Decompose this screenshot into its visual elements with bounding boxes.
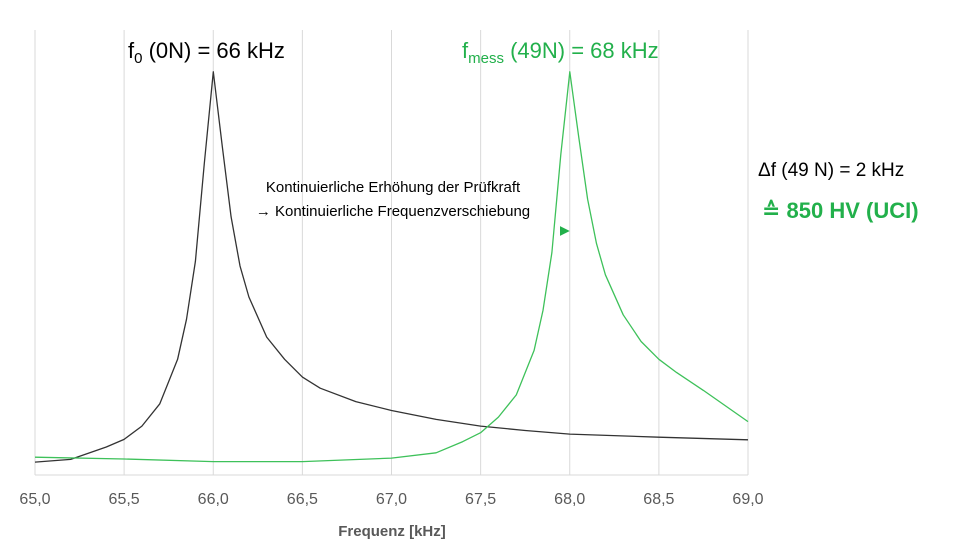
annotation: Δf (49 N) = 2 kHz [758,160,904,181]
series-line [34,71,749,463]
x-tick-label: 68,0 [554,491,585,508]
annotation-part: f [462,38,469,63]
x-tick-label: 68,5 [643,491,674,508]
annotation-part: 0 [134,50,142,67]
annotation: f0 (0N) = 66 kHz [128,38,285,67]
annotation-part: f [128,38,135,63]
annotation: → Kontinuierliche Frequenzverschiebung [256,203,530,220]
x-tick-label: 67,5 [465,491,496,508]
annotation: fmess (49N) = 68 kHz [462,38,659,67]
series-line [34,71,749,463]
x-tick-label: 66,0 [198,491,229,508]
annotation-part: (0N) = 66 kHz [142,38,284,63]
x-tick-label: 65,5 [109,491,140,508]
annotation-part: mess [468,50,504,67]
annotation: ≙ 850 HV (UCI) [762,198,919,223]
annotation-part: (49N) = 68 kHz [504,38,659,63]
x-tick-label: 69,0 [732,491,763,508]
x-tick-label: 67,0 [376,491,407,508]
x-axis-label: Frequenz [kHz] [338,523,446,540]
x-tick-label: 65,0 [19,491,50,508]
x-tick-label: 66,5 [287,491,318,508]
annotation: Kontinuierliche Erhöhung der Prüfkraft [266,179,521,196]
